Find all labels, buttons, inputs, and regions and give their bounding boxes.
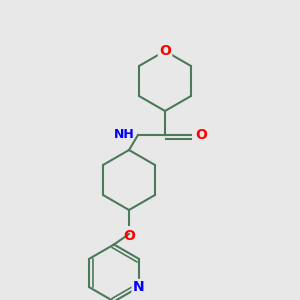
Text: N: N: [133, 280, 145, 294]
Text: NH: NH: [114, 128, 135, 142]
Text: O: O: [159, 44, 171, 58]
Text: O: O: [195, 128, 207, 142]
Text: O: O: [123, 230, 135, 244]
